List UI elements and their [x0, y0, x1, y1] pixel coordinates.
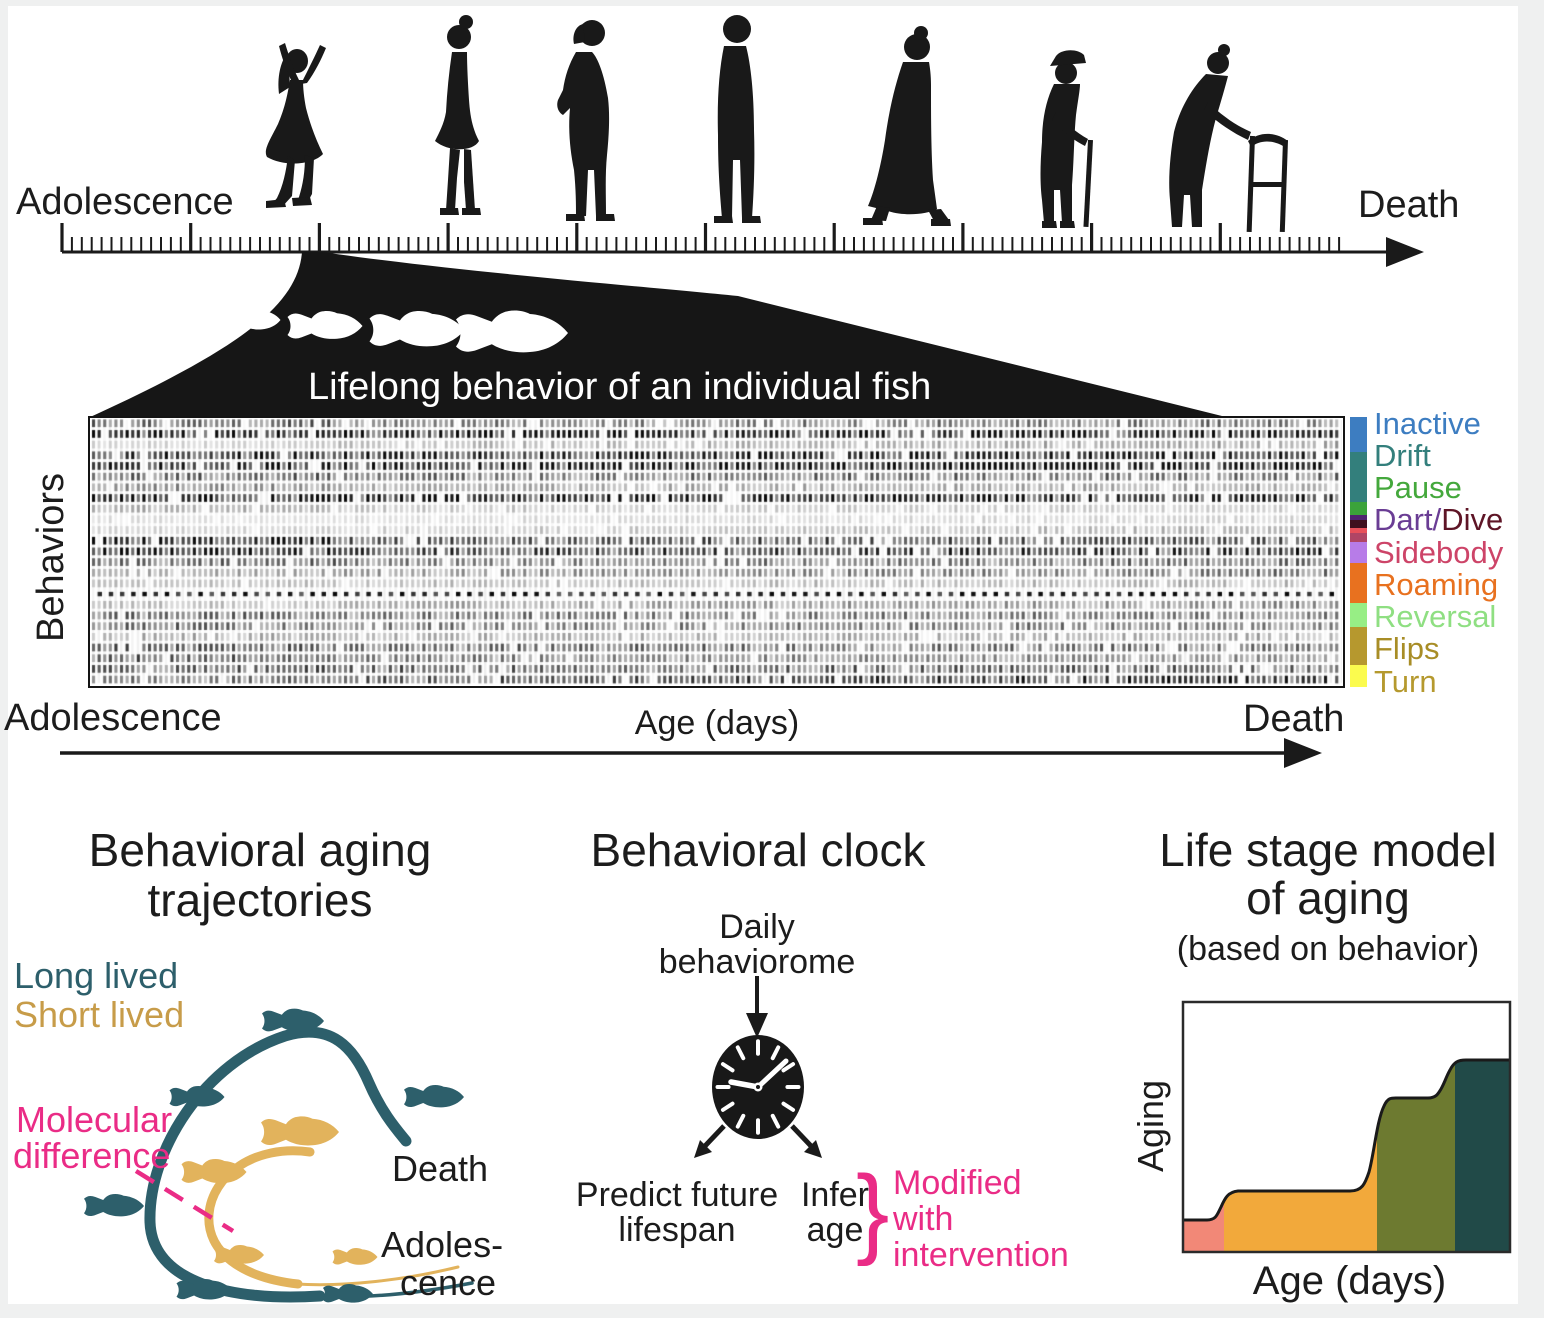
molecular-difference-line2: difference — [13, 1135, 171, 1176]
legend-label-part: Dart/ — [1374, 502, 1442, 537]
legend-label-turn: Turn — [1374, 666, 1437, 697]
legend-label-roaming: Roaming — [1374, 569, 1498, 600]
trajectory-adolescence-line2: cence — [400, 1262, 497, 1303]
legend-label-part: Pause — [1374, 470, 1462, 505]
long-lived-label: Long lived — [14, 955, 179, 996]
legend-label-dart-dive: Dart/Dive — [1374, 504, 1503, 535]
heatmap-adolescence-label: Adolescence — [4, 697, 222, 739]
life-stage-title-line1: Life stage model — [1159, 824, 1497, 876]
legend-label-part: Inactive — [1374, 406, 1481, 441]
behavior-heatmap — [90, 418, 1342, 685]
intervention-brace: } — [856, 1155, 890, 1267]
legend-bar-segment-10 — [1350, 627, 1367, 665]
life-stage-title-line2: of aging — [1246, 872, 1410, 924]
modified-line2: with — [893, 1200, 954, 1238]
legend-bar-segment-3 — [1350, 515, 1367, 520]
predict-lifespan-line1: Predict future — [575, 1176, 779, 1214]
legend-label-part: Drift — [1374, 438, 1431, 473]
legend-label-flips: Flips — [1374, 633, 1439, 664]
behaviors-axis-label: Behaviors — [30, 473, 72, 642]
legend-label-reversal: Reversal — [1374, 601, 1496, 632]
legend-label-part: Roaming — [1374, 567, 1499, 602]
legend-label-inactive: Inactive — [1374, 408, 1481, 439]
timeline-adolescence-label: Adolescence — [16, 181, 234, 223]
age-days-axis-label: Age (days) — [634, 704, 800, 742]
clock-panel-title: Behavioral clock — [590, 824, 926, 876]
funnel-caption: Lifelong behavior of an individual fish — [308, 366, 932, 408]
short-lived-label: Short lived — [14, 994, 185, 1035]
trajectory-death-label: Death — [392, 1148, 489, 1189]
trajectories-title-line1: Behavioral aging — [88, 824, 432, 876]
aging-axis-label: Aging — [1130, 1079, 1171, 1172]
life-stage-x-axis-label: Age (days) — [1252, 1259, 1447, 1303]
behavior-heatmap-frame — [88, 416, 1345, 688]
trajectories-title-line2: trajectories — [147, 874, 373, 926]
legend-label-part: Turn — [1374, 664, 1437, 699]
legend-bar-segment-0 — [1350, 417, 1367, 452]
legend-bar-segment-5 — [1350, 528, 1367, 533]
molecular-difference-line1: Molecular — [16, 1099, 173, 1140]
timeline-death-label: Death — [1358, 184, 1460, 226]
legend-bar-segment-7 — [1350, 542, 1367, 563]
legend-bar-segment-2 — [1350, 502, 1367, 515]
modified-line1: Modified — [893, 1164, 1022, 1202]
legend-bar-segment-8 — [1350, 563, 1367, 603]
legend-bar-segment-6 — [1350, 533, 1367, 542]
legend-bar-segment-9 — [1350, 603, 1367, 627]
heatmap-death-label: Death — [1243, 698, 1345, 740]
legend-bar-segment-1 — [1350, 452, 1367, 502]
legend-bar-segment-11 — [1350, 665, 1367, 687]
legend-bar-segment-4 — [1350, 520, 1367, 528]
legend-label-drift: Drift — [1374, 440, 1431, 471]
legend-label-part: Sidebody — [1374, 535, 1504, 570]
daily-behaviorome-line2: behaviorome — [658, 943, 856, 981]
behavior-legend-colorbar — [1350, 417, 1367, 687]
infer-age-line1: Infer — [800, 1176, 870, 1214]
predict-lifespan-line2: lifespan — [618, 1211, 736, 1249]
infer-age-line2: age — [806, 1211, 864, 1249]
legend-label-part: Flips — [1374, 631, 1440, 666]
trajectory-adolescence-line1: Adoles- — [381, 1224, 504, 1265]
legend-label-part: Dive — [1441, 502, 1504, 537]
legend-label-sidebody: Sidebody — [1374, 537, 1503, 568]
legend-label-pause: Pause — [1374, 472, 1462, 503]
daily-behaviorome-line1: Daily — [719, 908, 795, 946]
legend-label-part: Reversal — [1374, 599, 1497, 634]
modified-line3: intervention — [893, 1236, 1069, 1274]
life-stage-subtitle: (based on behavior) — [1176, 930, 1480, 968]
